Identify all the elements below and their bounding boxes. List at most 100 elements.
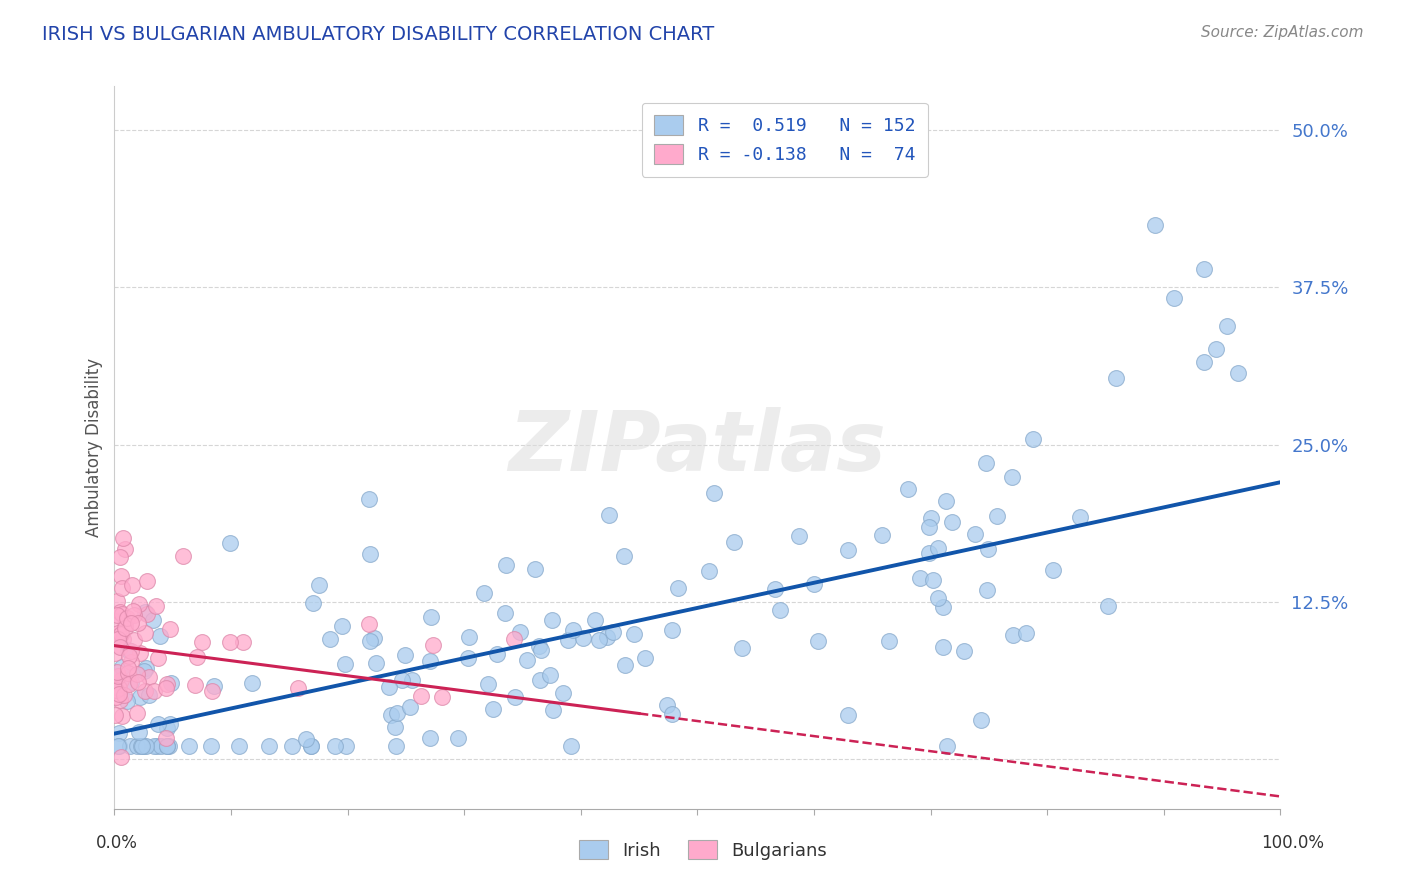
Point — [259, 739, 281, 754]
Point — [986, 508, 1008, 523]
Point — [598, 508, 620, 522]
Point — [128, 724, 150, 739]
Point — [377, 681, 399, 695]
Point — [145, 739, 167, 754]
Point — [156, 721, 179, 735]
Point — [319, 632, 342, 646]
Point — [110, 750, 132, 764]
Text: IRISH VS BULGARIAN AMBULATORY DISABILITY CORRELATION CHART: IRISH VS BULGARIAN AMBULATORY DISABILITY… — [42, 25, 714, 44]
Point — [295, 731, 318, 746]
Point — [107, 607, 129, 622]
Point — [120, 675, 142, 690]
Point — [108, 605, 131, 619]
Point — [1097, 599, 1119, 614]
Point — [583, 613, 606, 627]
Point — [131, 739, 153, 754]
Point — [769, 602, 792, 616]
Point — [918, 520, 941, 534]
Point — [299, 739, 322, 754]
Point — [122, 607, 145, 622]
Point — [523, 562, 546, 576]
Point — [111, 660, 134, 674]
Point — [509, 624, 531, 639]
Point — [302, 596, 325, 610]
Point — [107, 632, 129, 646]
Text: Source: ZipAtlas.com: Source: ZipAtlas.com — [1201, 25, 1364, 40]
Point — [118, 676, 141, 690]
Point — [359, 617, 381, 632]
Point — [1216, 319, 1239, 334]
Point — [128, 597, 150, 611]
Point — [145, 599, 167, 614]
Point — [111, 607, 134, 621]
Point — [201, 684, 224, 698]
Point — [541, 613, 564, 627]
Point — [240, 676, 263, 690]
Point — [538, 668, 561, 682]
Point — [931, 600, 953, 615]
Point — [159, 716, 181, 731]
Point — [503, 632, 526, 647]
Point — [494, 606, 516, 620]
Point — [108, 726, 131, 740]
Point — [160, 676, 183, 690]
Point — [111, 709, 134, 723]
Point — [495, 558, 517, 572]
Point — [172, 549, 194, 563]
Point — [422, 638, 444, 652]
Point — [1226, 366, 1249, 380]
Point — [107, 668, 129, 682]
Point — [936, 739, 959, 754]
Point — [837, 543, 859, 558]
Point — [572, 631, 595, 645]
Point — [872, 528, 894, 542]
Point — [117, 661, 139, 675]
Point — [666, 581, 689, 595]
Point — [391, 673, 413, 687]
Point — [560, 739, 582, 754]
Point — [529, 673, 551, 688]
Point — [150, 739, 173, 754]
Point — [976, 582, 998, 597]
Point — [202, 679, 225, 693]
Point — [308, 578, 330, 592]
Point — [132, 664, 155, 678]
Point — [110, 673, 132, 687]
Point — [385, 706, 408, 721]
Point — [281, 739, 304, 754]
Y-axis label: Ambulatory Disability: Ambulatory Disability — [86, 358, 103, 537]
Point — [323, 739, 346, 754]
Point — [333, 657, 356, 672]
Point — [111, 531, 134, 545]
Point — [299, 739, 322, 754]
Point — [134, 605, 156, 619]
Point — [363, 631, 385, 645]
Point — [143, 684, 166, 698]
Point — [551, 685, 574, 699]
Point — [918, 546, 941, 560]
Point — [107, 739, 129, 754]
Point — [138, 688, 160, 702]
Point — [1163, 291, 1185, 305]
Point — [394, 648, 416, 662]
Point — [127, 666, 149, 681]
Point — [941, 516, 963, 530]
Text: 100.0%: 100.0% — [1261, 834, 1324, 852]
Point — [117, 666, 139, 681]
Point — [105, 683, 128, 698]
Point — [661, 623, 683, 637]
Point — [920, 511, 942, 525]
Point — [562, 623, 585, 637]
Point — [120, 739, 142, 754]
Point — [877, 634, 900, 648]
Point — [763, 582, 786, 596]
Point — [1021, 432, 1043, 446]
Point — [184, 678, 207, 692]
Point — [447, 731, 470, 745]
Point — [963, 526, 986, 541]
Point — [530, 642, 553, 657]
Point — [287, 681, 309, 695]
Point — [117, 643, 139, 657]
Point — [228, 739, 250, 754]
Point — [516, 653, 538, 667]
